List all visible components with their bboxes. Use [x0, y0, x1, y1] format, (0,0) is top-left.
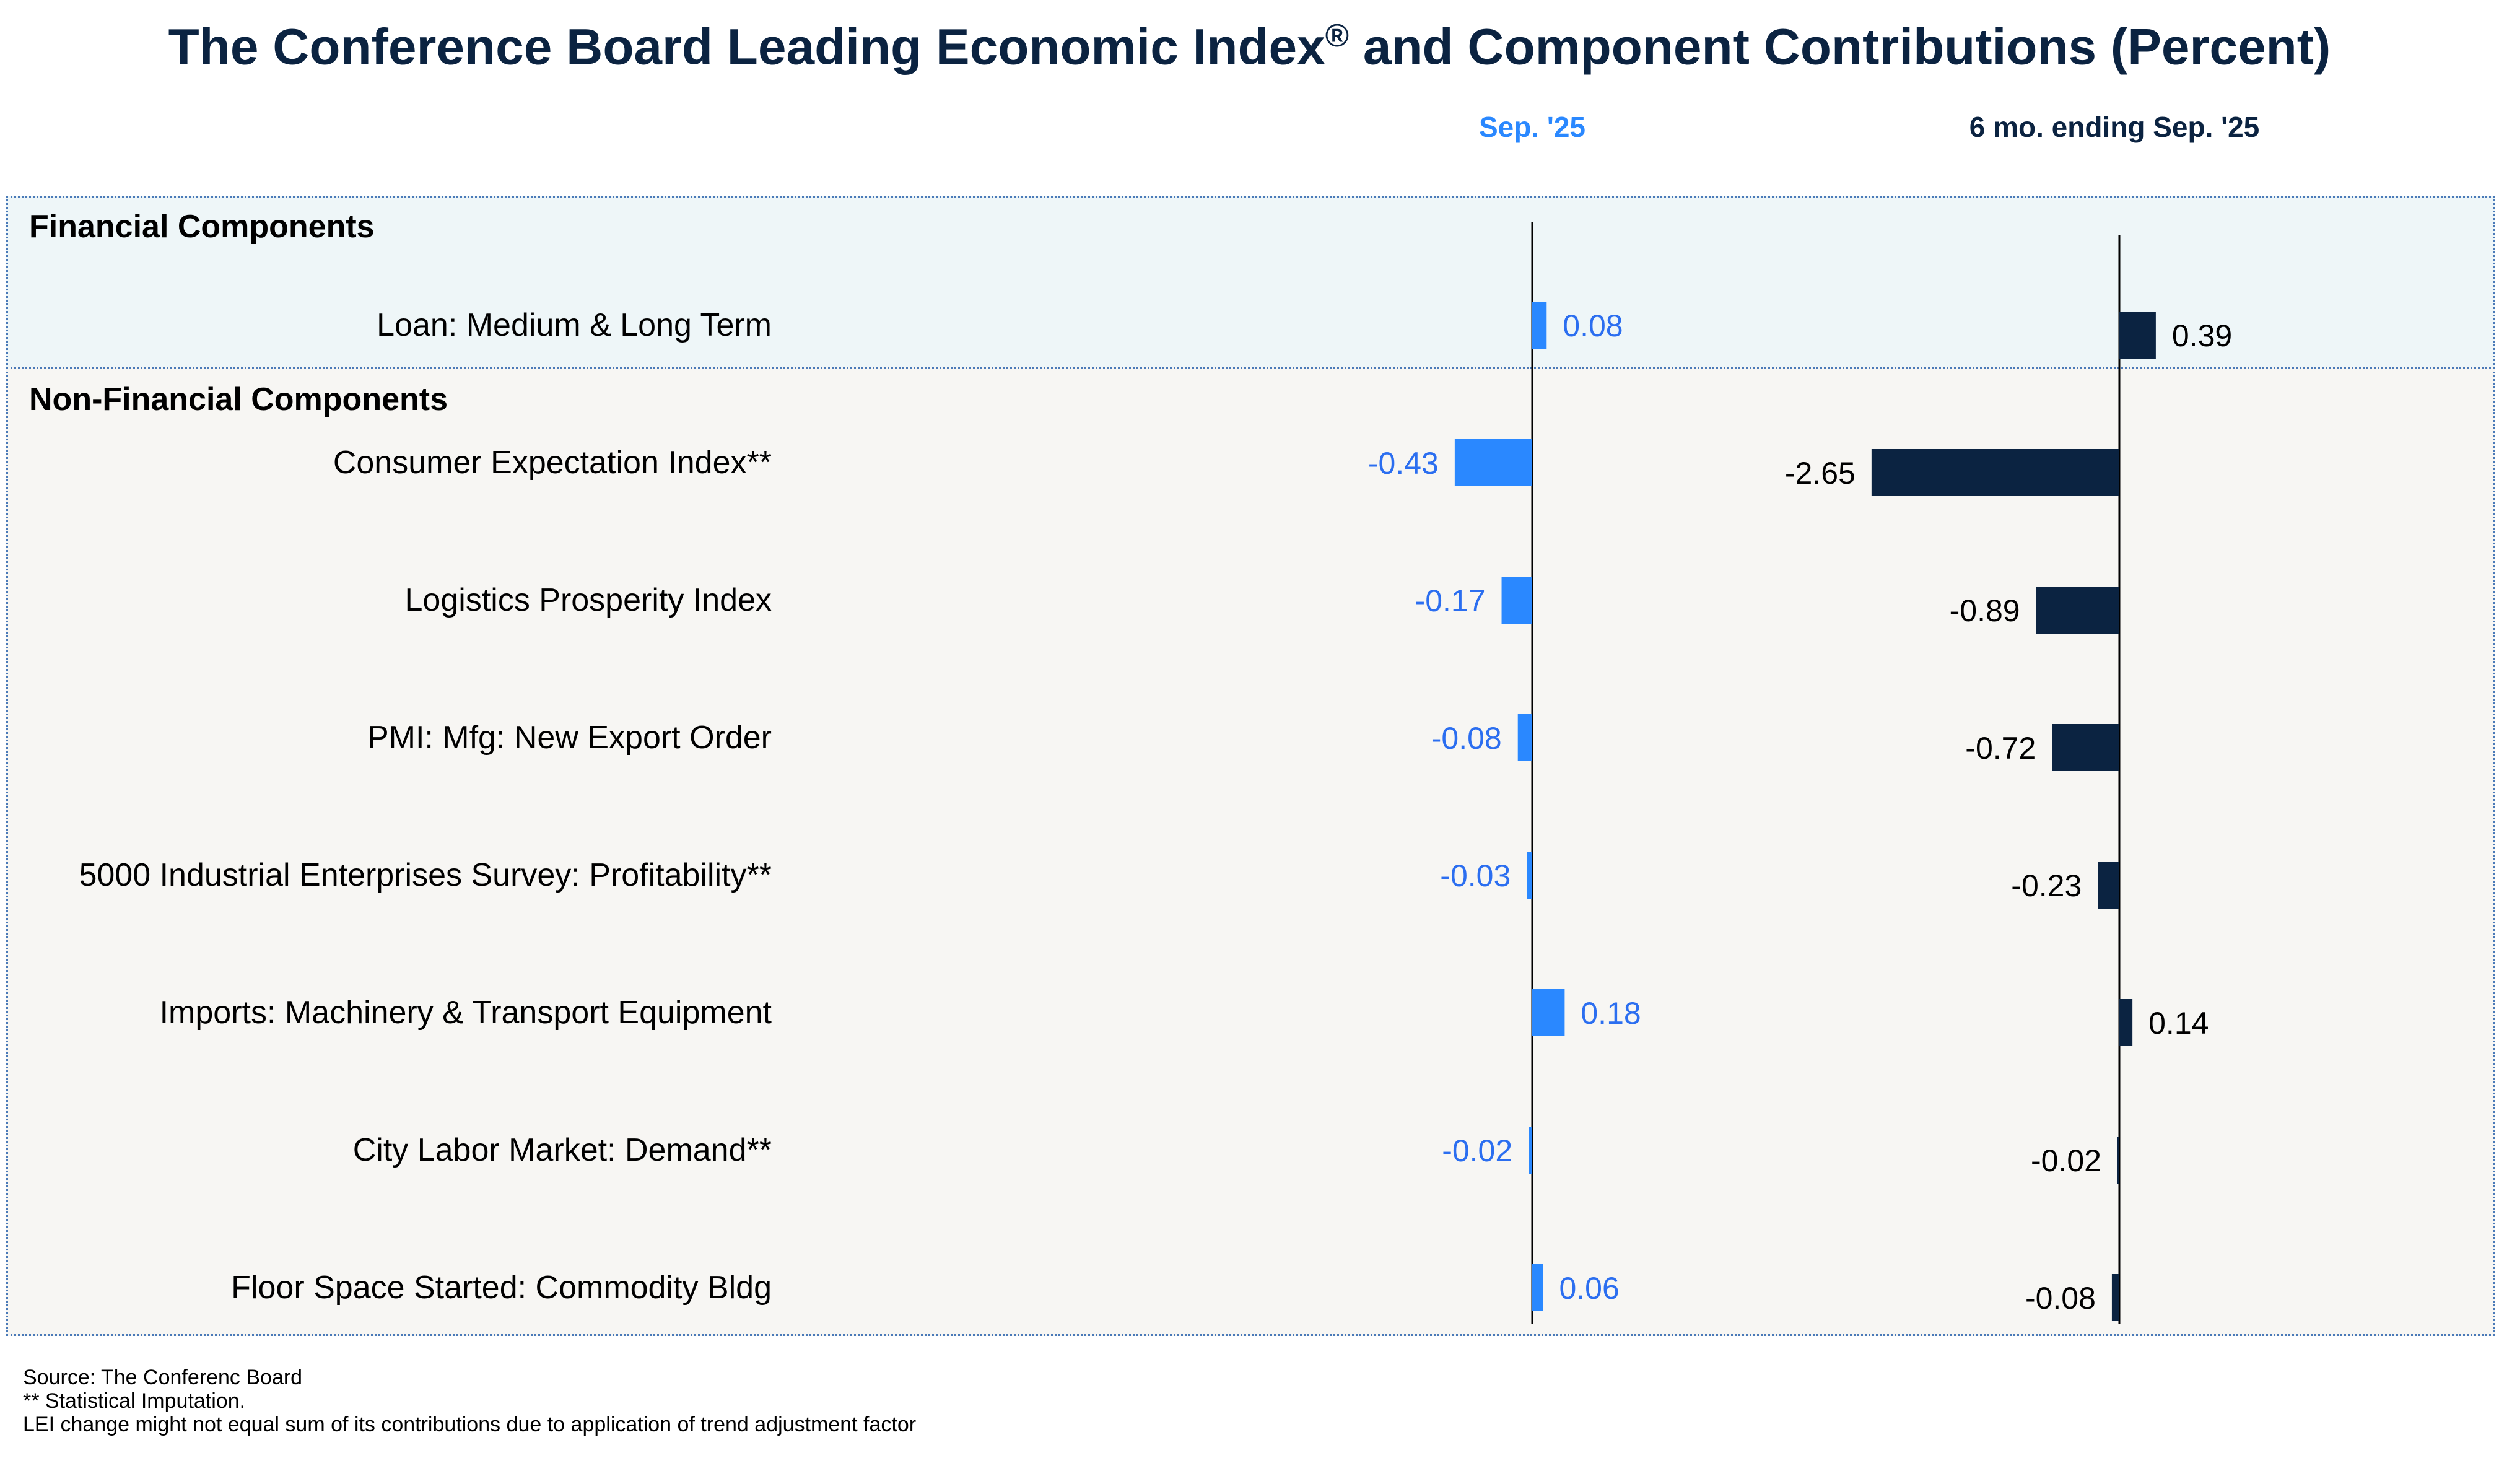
data-label-sep: -0.03 — [1440, 858, 1511, 893]
row-label: City Labor Market: Demand** — [352, 1132, 772, 1168]
bar-sep — [1532, 302, 1547, 349]
bar-six-month — [2119, 999, 2133, 1046]
bar-sep — [1532, 989, 1565, 1036]
bar-sep — [1527, 852, 1532, 899]
section-financial: Financial Components — [29, 209, 375, 245]
row-label: Floor Space Started: Commodity Bldg — [231, 1270, 772, 1306]
bar-sep — [1501, 577, 1532, 624]
data-label-sep: -0.17 — [1415, 583, 1486, 618]
data-label-six-month: -0.23 — [2011, 868, 2082, 903]
data-label-sep: 0.08 — [1563, 308, 1623, 343]
financial-panel — [6, 196, 2495, 369]
data-label-six-month: -0.08 — [2025, 1281, 2096, 1316]
bar-six-month — [2052, 724, 2119, 771]
bar-sep — [1517, 714, 1532, 761]
column-header-six-month: 6 mo. ending Sep. '25 — [1969, 111, 2260, 143]
registered-mark: ® — [1325, 18, 1350, 54]
bar-sep — [1454, 439, 1532, 486]
data-label-sep: -0.43 — [1368, 446, 1439, 481]
row-label: Loan: Medium & Long Term — [377, 307, 772, 343]
data-label-six-month: 0.39 — [2172, 318, 2232, 353]
data-label-six-month: 0.14 — [2148, 1006, 2209, 1041]
bar-six-month — [2117, 1137, 2119, 1184]
row-label: Logistics Prosperity Index — [404, 582, 772, 618]
data-label-sep: -0.08 — [1431, 721, 1502, 756]
bar-sep — [1532, 1264, 1543, 1311]
data-label-six-month: -0.72 — [1965, 731, 2036, 766]
footnote-trend: LEI change might not equal sum of its co… — [23, 1413, 917, 1436]
footnote-source: Source: The Conferenc Board — [23, 1366, 303, 1389]
data-label-sep: 0.06 — [1559, 1271, 1619, 1306]
chart-title: The Conference Board Leading Economic In… — [0, 17, 2499, 76]
data-label-six-month: -0.02 — [2031, 1143, 2101, 1178]
bar-six-month — [1871, 449, 2119, 496]
row-label: Consumer Expectation Index** — [333, 445, 772, 481]
section-non-financial: Non-Financial Components — [29, 382, 448, 417]
data-label-sep: -0.02 — [1442, 1133, 1512, 1168]
row-label: 5000 Industrial Enterprises Survey: Prof… — [79, 857, 772, 893]
title-text: The Conference Board Leading Economic In… — [168, 19, 1325, 76]
data-label-six-month: -0.89 — [1950, 593, 2020, 628]
bar-six-month — [2098, 862, 2119, 909]
column-header-sep: Sep. '25 — [1478, 111, 1586, 143]
bar-six-month — [2111, 1274, 2119, 1321]
bar-sep — [1529, 1127, 1532, 1174]
bar-six-month — [2119, 312, 2156, 359]
data-label-six-month: -2.65 — [1785, 456, 1856, 491]
non-financial-panel — [6, 367, 2495, 1336]
bar-six-month — [2036, 587, 2119, 634]
row-label: Imports: Machinery & Transport Equipment — [159, 995, 772, 1031]
footnote-imputation: ** Statistical Imputation. — [23, 1389, 246, 1413]
title-suffix: and Component Contributions (Percent) — [1349, 19, 2331, 76]
row-label: PMI: Mfg: New Export Order — [367, 720, 772, 756]
data-label-sep: 0.18 — [1581, 996, 1641, 1031]
